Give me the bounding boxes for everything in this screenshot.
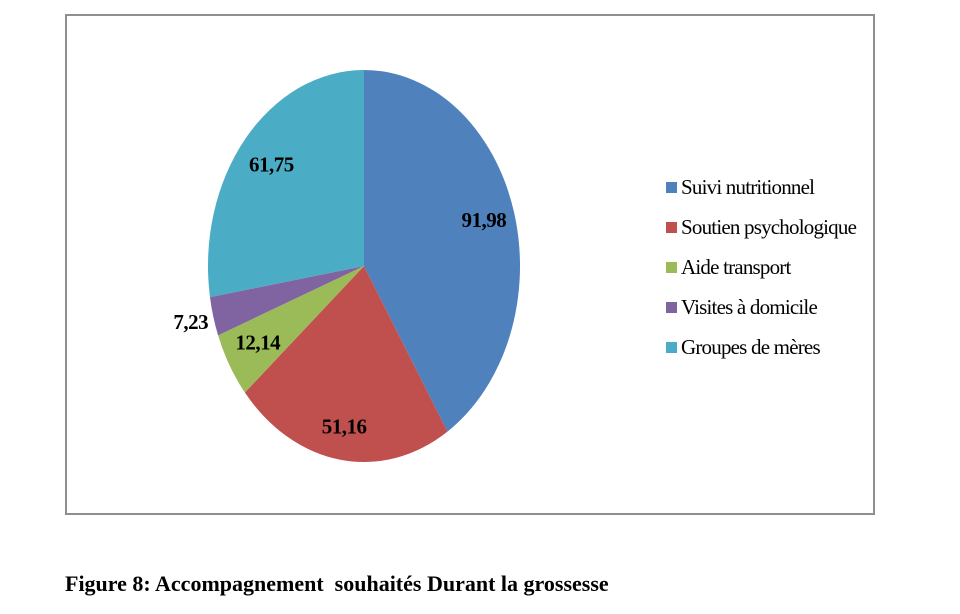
- pie-slice-groupes-de-meres: [207, 70, 364, 298]
- pie-slice-soutien-psychologique: [244, 266, 448, 463]
- pie-value-label-groupes-de-meres: 61,75: [249, 153, 294, 177]
- legend-item-soutien-psychologique: Soutien psychologique: [666, 215, 871, 240]
- legend-item-groupes-de-meres: Groupes de mères: [666, 335, 871, 360]
- pie-value-label-soutien-psychologique: 51,16: [322, 415, 367, 439]
- pie-value-label-suivi-nutritionnel: 91,98: [462, 208, 507, 232]
- legend-swatch-icon: [666, 182, 677, 193]
- legend-swatch-icon: [666, 222, 677, 233]
- legend-label: Suivi nutritionnel: [681, 175, 815, 199]
- pie-value-label-aide-transport: 12,14: [235, 330, 281, 354]
- legend-label: Visites à domicile: [681, 295, 818, 319]
- pie-slice-visites-a-domicile: [209, 266, 364, 336]
- pie-slice-suivi-nutritionnel: [364, 70, 521, 432]
- chart-legend: Suivi nutritionnel Soutien psychologique A…: [666, 175, 871, 375]
- figure-caption: Figure 8: Accompagnement souhaités Duran…: [65, 571, 609, 596]
- legend-swatch-icon: [666, 262, 677, 273]
- legend-item-suivi-nutritionnel: Suivi nutritionnel: [666, 175, 871, 200]
- legend-label: Groupes de mères: [681, 335, 821, 359]
- pie-value-label-visites-a-domicile: 7,23: [173, 310, 208, 334]
- pie-chart: 91,98 51,16 12,14 7,23 61,75: [173, 70, 521, 463]
- legend-item-visites-a-domicile: Visites à domicile: [666, 295, 871, 320]
- legend-item-aide-transport: Aide transport: [666, 255, 871, 280]
- pie-slice-aide-transport: [218, 266, 364, 393]
- legend-label: Soutien psychologique: [681, 215, 857, 239]
- legend-swatch-icon: [666, 302, 677, 313]
- chart-container: 91,98 51,16 12,14 7,23 61,75 Suivi nutrition…: [65, 14, 875, 515]
- legend-label: Aide transport: [681, 255, 791, 279]
- legend-swatch-icon: [666, 342, 677, 353]
